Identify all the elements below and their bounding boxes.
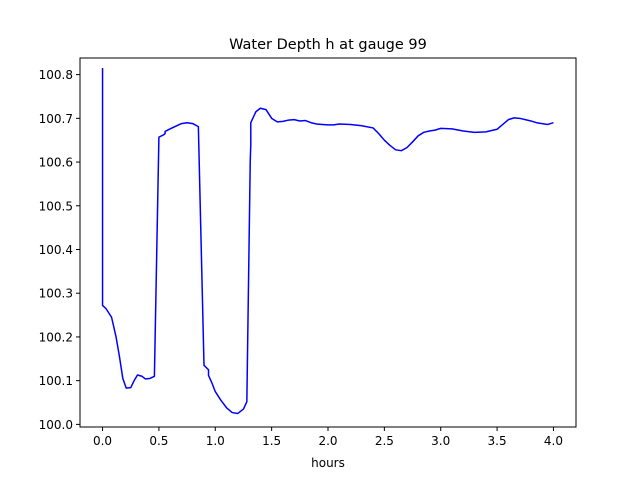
y-tick-label: 100.5 <box>39 199 73 213</box>
y-tick-label: 100.7 <box>39 112 73 126</box>
x-tick-label: 1.0 <box>206 434 225 448</box>
y-tick-label: 100.0 <box>39 418 73 432</box>
x-tick-label: 0.5 <box>149 434 168 448</box>
y-tick-label: 100.1 <box>39 374 73 388</box>
y-tick-label: 100.2 <box>39 330 73 344</box>
axes-frame <box>79 57 577 428</box>
x-axis: 0.0 0.5 1.0 1.5 2.0 2.5 3.0 3.5 4.0 <box>93 427 563 448</box>
plot-area <box>101 68 554 415</box>
x-tick-label: 3.0 <box>431 434 450 448</box>
x-tick-label: 0.0 <box>93 434 112 448</box>
x-tick-label: 3.5 <box>488 434 507 448</box>
y-tick-label: 100.6 <box>39 156 73 170</box>
y-tick-label: 100.8 <box>39 68 73 82</box>
x-axis-label: hours <box>311 456 345 470</box>
y-tick-label: 100.4 <box>39 243 73 257</box>
chart-title: Water Depth h at gauge 99 <box>229 37 427 53</box>
series-line-0 <box>101 68 554 415</box>
y-axis: 100.0 100.1 100.2 100.3 100.4 100.5 100.6 100.7… <box>39 68 80 432</box>
x-tick-label: 4.0 <box>544 434 563 448</box>
x-tick-label: 1.5 <box>262 434 281 448</box>
x-tick-label: 2.5 <box>375 434 394 448</box>
y-tick-label: 100.3 <box>39 287 73 301</box>
x-tick-label: 2.0 <box>318 434 337 448</box>
